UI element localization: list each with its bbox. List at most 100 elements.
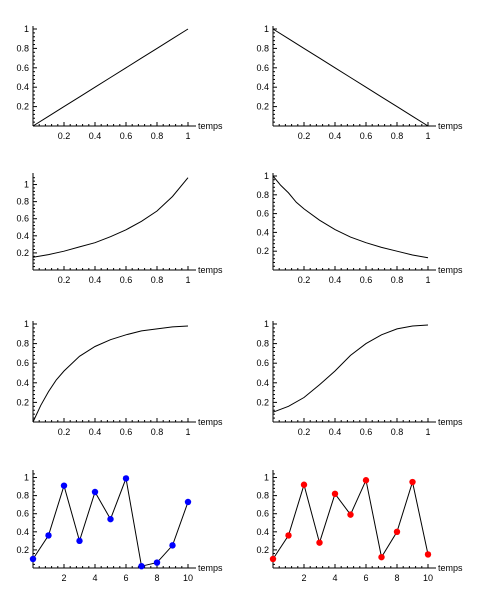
x-tick-label: 0.6 (360, 131, 373, 141)
x-tick-label: 0.6 (360, 275, 373, 285)
x-tick-label: 0.4 (89, 427, 102, 437)
series-line (32, 28, 189, 127)
x-tick-label: 2 (61, 573, 66, 583)
data-point (76, 537, 83, 545)
y-tick-label: 1 (264, 24, 269, 34)
y-tick-label: 0.4 (16, 231, 29, 241)
data-point (269, 555, 277, 563)
series-line (272, 175, 429, 259)
data-point (122, 475, 130, 482)
x-tick-label: 1 (425, 275, 430, 285)
x-tick-label: 4 (92, 573, 97, 583)
y-tick-label: 0.4 (16, 527, 29, 537)
series-line (32, 325, 189, 423)
y-tick-label: 0.2 (16, 248, 29, 258)
x-tick-label: 0.4 (89, 275, 102, 285)
y-tick-label: 0.8 (256, 190, 269, 200)
chart-panel-7: 2 4 6 8 10 0.2 0.4 0.6 0.8 1 temps (16, 470, 223, 583)
y-tick-label: 0.2 (256, 246, 269, 256)
y-tick-label: 0.2 (256, 545, 269, 555)
y-tick-label: 0.4 (16, 378, 29, 388)
x-tick-label: 2 (301, 573, 306, 583)
x-tick-label: 0.8 (391, 427, 404, 437)
series-line (272, 28, 429, 127)
x-axis-label: temps (438, 563, 463, 573)
x-axis-label: temps (198, 417, 223, 427)
y-tick-label: 0.6 (16, 214, 29, 224)
x-tick-label: 0.8 (151, 131, 164, 141)
x-tick-label: 0.6 (360, 427, 373, 437)
x-tick-label: 4 (332, 573, 337, 583)
y-tick-label: 0.6 (16, 509, 29, 519)
x-tick-label: 1 (185, 427, 190, 437)
x-tick-label: 0.8 (391, 275, 404, 285)
data-point (91, 488, 99, 496)
y-tick-label: 0.2 (16, 545, 29, 555)
data-point (409, 478, 416, 486)
data-point (424, 551, 432, 558)
y-tick-label: 0.6 (16, 358, 29, 368)
series-line (272, 478, 429, 560)
y-tick-label: 0.8 (16, 43, 29, 53)
x-tick-label: 6 (123, 573, 128, 583)
y-tick-label: 0.8 (256, 339, 269, 349)
x-tick-label: 0.6 (120, 131, 133, 141)
x-tick-label: 0.8 (391, 131, 404, 141)
y-tick-label: 0.4 (16, 82, 29, 92)
series-line (32, 177, 189, 258)
y-tick-label: 1 (24, 473, 29, 483)
y-tick-label: 0.2 (16, 102, 29, 112)
data-point (60, 482, 68, 489)
x-tick-label: 0.4 (329, 275, 342, 285)
y-tick-label: 0.6 (256, 509, 269, 519)
x-tick-label: 8 (394, 573, 399, 583)
y-tick-label: 0.2 (256, 397, 269, 407)
x-tick-label: 0.4 (89, 131, 102, 141)
data-point (169, 542, 176, 549)
x-tick-label: 0.2 (58, 275, 71, 285)
chart-panel-2: 0.2 0.4 0.6 0.8 1 0.2 0.4 0.6 0.8 1 temps (256, 24, 463, 141)
data-point (153, 559, 161, 566)
chart-panel-5: 0.2 0.4 0.6 0.8 1 0.2 0.4 0.6 0.8 1 temps (16, 319, 223, 437)
chart-panel-3: 0.2 0.4 0.6 0.8 1 0.2 0.4 0.6 0.8 1 temps (16, 173, 223, 285)
y-tick-label: 0.6 (16, 63, 29, 73)
y-tick-label: 1 (24, 24, 29, 34)
y-tick-label: 0.4 (256, 82, 269, 92)
data-point (362, 477, 370, 484)
x-axis-label: temps (438, 265, 463, 275)
x-tick-label: 0.2 (298, 131, 311, 141)
chart-panel-8: 2 4 6 8 10 0.2 0.4 0.6 0.8 1 temps (256, 470, 463, 583)
x-tick-label: 0.4 (329, 131, 342, 141)
y-tick-label: 0.8 (16, 197, 29, 207)
y-tick-label: 1 (264, 171, 269, 181)
series-line (272, 324, 429, 413)
x-tick-label: 10 (183, 573, 193, 583)
x-tick-label: 0.2 (58, 131, 71, 141)
data-point (316, 539, 323, 546)
y-tick-label: 0.8 (256, 491, 269, 501)
y-tick-label: 0.4 (256, 227, 269, 237)
x-tick-label: 1 (185, 275, 190, 285)
x-tick-label: 0.8 (151, 275, 164, 285)
data-point (347, 511, 354, 518)
data-point (138, 562, 145, 570)
data-point (184, 498, 192, 506)
x-tick-label: 0.4 (329, 427, 342, 437)
data-point (45, 532, 52, 539)
y-tick-label: 0.8 (16, 491, 29, 501)
x-tick-label: 0.8 (151, 427, 164, 437)
chart-panel-1: 0.2 0.4 0.6 0.8 1 0.2 0.4 0.6 0.8 1 temps (16, 24, 223, 141)
x-tick-label: 1 (425, 427, 430, 437)
data-point (300, 481, 308, 488)
y-tick-label: 0.6 (256, 358, 269, 368)
y-tick-label: 0.8 (16, 339, 29, 349)
x-tick-label: 10 (423, 573, 433, 583)
y-tick-label: 0.4 (256, 378, 269, 388)
y-tick-label: 0.2 (16, 397, 29, 407)
x-axis-label: temps (198, 265, 223, 275)
y-tick-label: 0.2 (256, 102, 269, 112)
x-tick-label: 0.2 (298, 427, 311, 437)
data-point (331, 490, 339, 498)
chart-panel-6: 0.2 0.4 0.6 0.8 1 0.2 0.4 0.6 0.8 1 temps (256, 319, 463, 437)
x-tick-label: 1 (185, 131, 190, 141)
